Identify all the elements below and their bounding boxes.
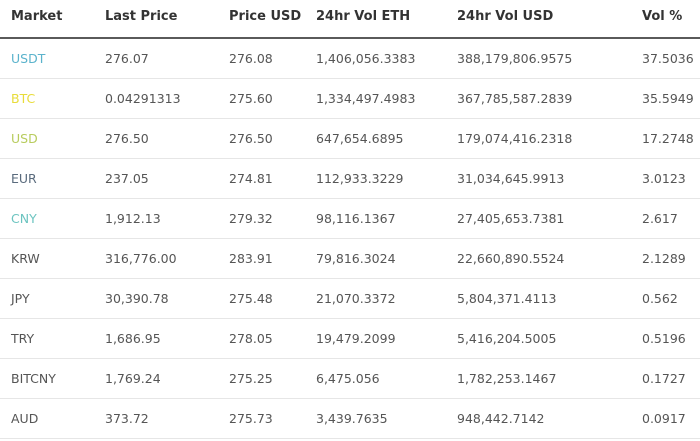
last-price-cell: 1,912.13 (105, 211, 161, 226)
price-usd-cell: 274.81 (229, 171, 273, 186)
market-cell[interactable]: TRY (11, 331, 35, 346)
table-row[interactable]: USD 276.50 276.50 647,654.6895 179,074,4… (0, 119, 700, 159)
last-price-cell: 30,390.78 (105, 291, 169, 306)
vol-usd-cell: 31,034,645.9913 (457, 171, 565, 186)
table-header-row: Market Last Price Price USD 24hr Vol ETH… (0, 0, 700, 39)
vol-pct-cell: 3.0123 (642, 171, 686, 186)
last-price-cell: 1,686.95 (105, 331, 161, 346)
vol-eth-cell: 1,406,056.3383 (316, 51, 416, 66)
table-row[interactable]: BTC 0.04291313 275.60 1,334,497.4983 367… (0, 79, 700, 119)
price-usd-cell: 279.32 (229, 211, 273, 226)
header-price-usd[interactable]: Price USD (229, 9, 302, 24)
table-row[interactable]: KRW 316,776.00 283.91 79,816.3024 22,660… (0, 239, 700, 279)
vol-eth-cell: 6,475.056 (316, 371, 380, 386)
vol-usd-cell: 948,442.7142 (457, 411, 545, 426)
price-usd-cell: 275.73 (229, 411, 273, 426)
vol-pct-cell: 0.0917 (642, 411, 686, 426)
market-cell[interactable]: AUD (11, 411, 39, 426)
market-cell[interactable]: BTC (11, 91, 36, 106)
header-last-price[interactable]: Last Price (105, 9, 178, 24)
last-price-cell: 276.50 (105, 131, 149, 146)
vol-pct-cell: 0.1727 (642, 371, 686, 386)
price-usd-cell: 275.48 (229, 291, 273, 306)
market-cell[interactable]: USDT (11, 51, 46, 66)
last-price-cell: 1,769.24 (105, 371, 161, 386)
vol-eth-cell: 79,816.3024 (316, 251, 396, 266)
market-cell[interactable]: JPY (11, 291, 30, 306)
market-cell[interactable]: BITCNY (11, 371, 56, 386)
vol-usd-cell: 388,179,806.9575 (457, 51, 573, 66)
price-usd-cell: 275.60 (229, 91, 273, 106)
vol-eth-cell: 1,334,497.4983 (316, 91, 416, 106)
vol-usd-cell: 22,660,890.5524 (457, 251, 565, 266)
table-row[interactable]: EUR 237.05 274.81 112,933.3229 31,034,64… (0, 159, 700, 199)
vol-usd-cell: 367,785,587.2839 (457, 91, 573, 106)
vol-eth-cell: 647,654.6895 (316, 131, 404, 146)
vol-usd-cell: 5,804,371.4113 (457, 291, 557, 306)
vol-pct-cell: 17.2748 (642, 131, 694, 146)
table-row[interactable]: AUD 373.72 275.73 3,439.7635 948,442.714… (0, 399, 700, 439)
price-usd-cell: 283.91 (229, 251, 273, 266)
header-vol-usd[interactable]: 24hr Vol USD (457, 9, 554, 24)
market-cell[interactable]: KRW (11, 251, 40, 266)
vol-pct-cell: 37.5036 (642, 51, 694, 66)
vol-eth-cell: 98,116.1367 (316, 211, 396, 226)
table-row[interactable]: BITCNY 1,769.24 275.25 6,475.056 1,782,2… (0, 359, 700, 399)
last-price-cell: 373.72 (105, 411, 149, 426)
vol-usd-cell: 1,782,253.1467 (457, 371, 557, 386)
vol-pct-cell: 2.1289 (642, 251, 686, 266)
price-usd-cell: 275.25 (229, 371, 273, 386)
vol-eth-cell: 3,439.7635 (316, 411, 388, 426)
market-cell[interactable]: USD (11, 131, 38, 146)
vol-pct-cell: 35.5949 (642, 91, 694, 106)
table-row[interactable]: CNY 1,912.13 279.32 98,116.1367 27,405,6… (0, 199, 700, 239)
vol-pct-cell: 0.5196 (642, 331, 686, 346)
vol-eth-cell: 19,479.2099 (316, 331, 396, 346)
header-vol-pct[interactable]: Vol % (642, 9, 683, 24)
vol-usd-cell: 179,074,416.2318 (457, 131, 573, 146)
vol-usd-cell: 5,416,204.5005 (457, 331, 557, 346)
table-row[interactable]: JPY 30,390.78 275.48 21,070.3372 5,804,3… (0, 279, 700, 319)
vol-pct-cell: 0.562 (642, 291, 678, 306)
vol-usd-cell: 27,405,653.7381 (457, 211, 565, 226)
last-price-cell: 0.04291313 (105, 91, 181, 106)
price-usd-cell: 276.08 (229, 51, 273, 66)
last-price-cell: 316,776.00 (105, 251, 177, 266)
table-row[interactable]: USDT 276.07 276.08 1,406,056.3383 388,17… (0, 39, 700, 79)
last-price-cell: 276.07 (105, 51, 149, 66)
market-cell[interactable]: EUR (11, 171, 37, 186)
last-price-cell: 237.05 (105, 171, 149, 186)
price-usd-cell: 278.05 (229, 331, 273, 346)
header-vol-eth[interactable]: 24hr Vol ETH (316, 9, 411, 24)
vol-eth-cell: 21,070.3372 (316, 291, 396, 306)
price-usd-cell: 276.50 (229, 131, 273, 146)
vol-pct-cell: 2.617 (642, 211, 678, 226)
header-market[interactable]: Market (11, 9, 63, 24)
vol-eth-cell: 112,933.3229 (316, 171, 404, 186)
market-cell[interactable]: CNY (11, 211, 37, 226)
table-row[interactable]: TRY 1,686.95 278.05 19,479.2099 5,416,20… (0, 319, 700, 359)
